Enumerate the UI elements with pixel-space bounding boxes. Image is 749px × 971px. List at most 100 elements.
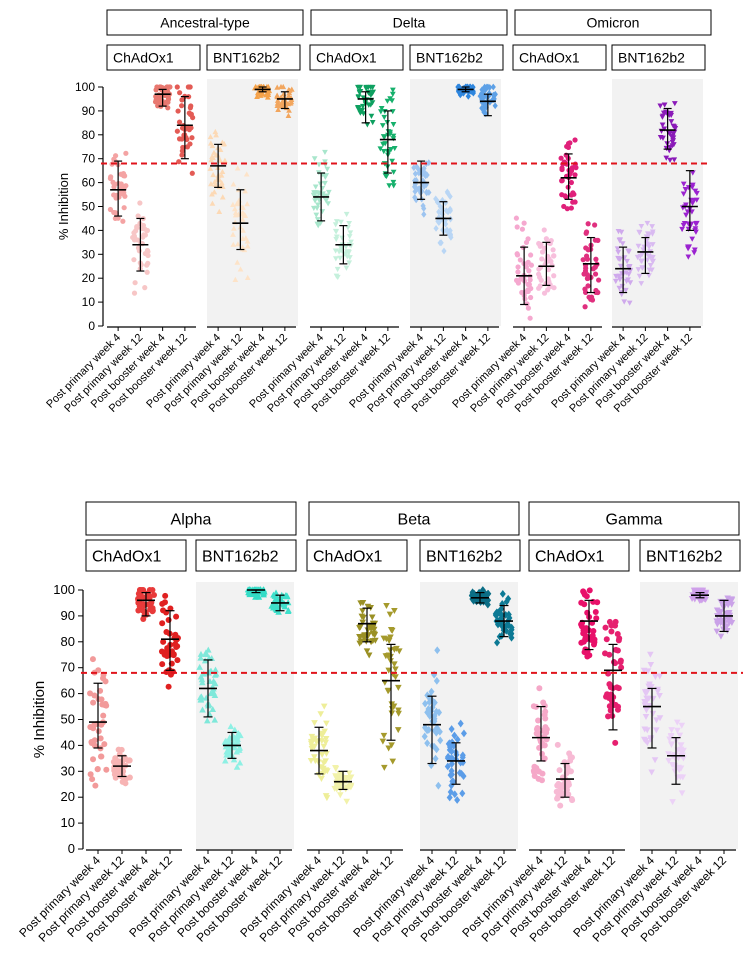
data-point	[322, 739, 329, 746]
data-point	[319, 185, 326, 192]
data-point	[89, 776, 96, 783]
variant-title: Beta	[398, 511, 431, 528]
data-point	[643, 707, 650, 714]
data-point	[209, 191, 215, 197]
data-point	[434, 646, 441, 655]
data-point	[196, 663, 203, 670]
data-point	[315, 759, 322, 766]
data-point	[211, 671, 219, 678]
data-point	[323, 720, 330, 727]
data-point	[568, 179, 575, 186]
data-point	[221, 757, 229, 764]
data-point	[389, 758, 397, 765]
data-point	[541, 290, 548, 296]
data-point	[325, 201, 331, 207]
data-point	[591, 636, 598, 643]
data-point	[536, 685, 543, 692]
data-point	[357, 110, 364, 116]
data-point	[539, 249, 546, 255]
data-point	[390, 179, 397, 186]
shaded-region	[196, 582, 294, 849]
data-point	[387, 96, 394, 102]
data-point	[612, 739, 619, 746]
data-point	[617, 659, 624, 666]
data-point	[609, 712, 616, 719]
data-point	[320, 703, 328, 710]
data-point	[581, 601, 588, 608]
data-point	[265, 83, 272, 90]
data-point	[606, 681, 613, 688]
data-point	[209, 153, 215, 160]
data-point	[395, 710, 402, 717]
data-point	[412, 170, 419, 178]
data-point	[391, 607, 398, 614]
data-point	[103, 766, 110, 773]
data-point	[692, 226, 699, 232]
data-point	[642, 714, 650, 721]
data-point	[368, 614, 376, 621]
data-point	[505, 594, 512, 603]
data-point	[644, 668, 652, 675]
data-point	[619, 241, 626, 247]
data-point	[564, 763, 571, 770]
data-point	[461, 84, 467, 92]
data-point	[559, 177, 565, 184]
data-point	[465, 92, 471, 100]
data-point	[685, 254, 692, 260]
data-point	[174, 657, 181, 664]
data-point	[515, 269, 521, 275]
data-point	[682, 186, 689, 193]
data-point	[639, 265, 646, 271]
data-point	[424, 739, 431, 748]
data-point	[717, 608, 725, 615]
vaccine-box	[85, 539, 187, 572]
data-point	[667, 157, 673, 164]
data-point	[411, 164, 417, 172]
data-point	[208, 181, 214, 187]
data-point	[147, 600, 154, 607]
data-point	[592, 264, 598, 270]
data-point	[242, 188, 248, 194]
data-point	[162, 85, 168, 91]
data-point	[670, 138, 677, 144]
data-point	[159, 661, 166, 668]
data-point	[94, 766, 101, 773]
data-point	[287, 100, 294, 106]
vaccine-box	[106, 44, 201, 71]
data-point	[617, 237, 623, 243]
data-point	[314, 217, 321, 223]
data-point	[338, 219, 344, 225]
data-point	[381, 108, 388, 115]
data-point	[213, 132, 219, 138]
data-point	[343, 244, 349, 250]
data-point	[613, 273, 619, 280]
data-point	[322, 180, 328, 187]
data-point	[627, 280, 634, 286]
data-point	[572, 199, 578, 205]
data-point	[523, 239, 530, 246]
data-point	[216, 208, 223, 214]
data-point	[550, 247, 556, 253]
vaccine-label: ChAdOx1	[113, 50, 174, 66]
y-tick-label: 100	[53, 582, 75, 597]
variant-title: Ancestral-type	[160, 15, 250, 31]
data-point	[684, 209, 691, 215]
data-point	[218, 179, 225, 186]
data-point	[98, 753, 105, 760]
data-point	[243, 171, 250, 177]
data-point	[363, 86, 370, 92]
vaccine-box	[528, 539, 630, 572]
data-point	[380, 635, 388, 642]
y-tick-label: 80	[61, 634, 75, 649]
data-point	[583, 229, 590, 235]
data-point	[454, 796, 461, 804]
data-point	[284, 608, 292, 615]
data-point	[188, 111, 194, 117]
y-tick-label: 70	[82, 152, 96, 166]
data-point	[657, 103, 664, 109]
data-point	[285, 93, 292, 99]
data-point	[390, 183, 397, 189]
y-tick-label: 20	[61, 789, 75, 804]
data-point	[616, 277, 623, 283]
data-point	[616, 285, 623, 291]
